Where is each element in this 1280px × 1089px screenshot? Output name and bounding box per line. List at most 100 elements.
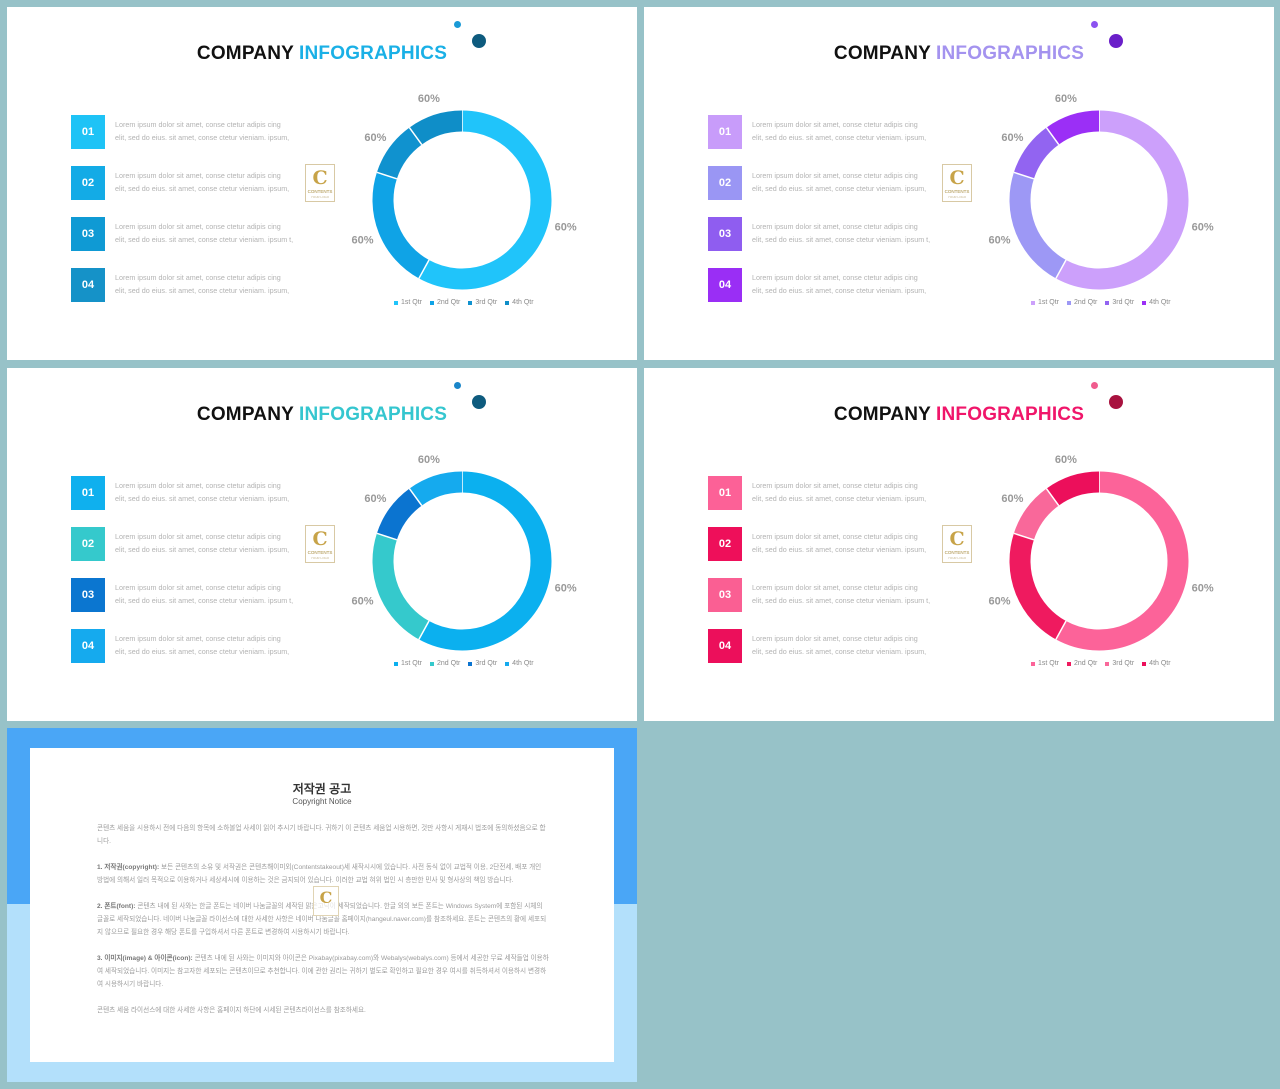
item-number: 03 <box>708 578 742 612</box>
item-line: elit, sed do eius. sit amet, conse ctetu… <box>752 133 927 142</box>
donut-chart: 60% 60% 60% 60% <box>988 454 1214 651</box>
donut-segment <box>372 533 430 640</box>
slide-3: COMPANY INFOGRAPHICS 01 Lorem ipsum dolor … <box>7 368 637 721</box>
data-label: 60% <box>364 132 386 144</box>
legend-item: 2nd Qtr <box>1067 660 1097 667</box>
data-label: 60% <box>1055 93 1077 105</box>
chart-legend: 1st Qtr 2nd Qtr 3rd Qtr 4th Qtr <box>1031 660 1179 667</box>
legend-label: 2nd Qtr <box>1074 660 1098 667</box>
title-accent: INFOGRAPHICS <box>299 404 448 425</box>
donut-segment <box>1009 172 1067 279</box>
chart-legend: 1st Qtr 2nd Qtr 3rd Qtr 4th Qtr <box>394 660 542 667</box>
legend-item: 1st Qtr <box>394 660 422 667</box>
data-label: 60% <box>555 583 577 595</box>
notice-paragraph: 콘텐츠 세움을 시용하시 전에 다음의 항목에 소하볼업 사세이 읽어 추시기 … <box>97 825 546 845</box>
item-text: Lorem ipsum dolor sit amet, conse ctetur… <box>115 632 310 658</box>
donut-segment <box>418 110 552 290</box>
item-number: 03 <box>708 217 742 251</box>
donut-segment <box>376 127 423 180</box>
chart-legend: 1st Qtr 2nd Qtr 3rd Qtr 4th Qtr <box>1031 299 1179 306</box>
item-line: elit, sed do eius. sit amet, conse ctetu… <box>115 545 290 554</box>
segment-separator <box>408 127 423 146</box>
legend-item: 4th Qtr <box>1142 660 1171 667</box>
donut-segment <box>1055 471 1189 651</box>
notice-body: 콘텐츠 세움을 시용하시 전에 다음의 항목에 소하볼업 사세이 읽어 추시기 … <box>97 822 549 1030</box>
legend-swatch <box>1031 661 1035 666</box>
item-line: elit, sed do eius. sit amet, conse ctetu… <box>115 596 294 605</box>
notice-heading: 3. 이미지(image) & 아이콘(icon): <box>97 955 193 962</box>
list-item: 04 Lorem ipsum dolor sit amet, conse ctet… <box>71 629 311 663</box>
logo-subtext: YOUR LOGO <box>310 556 330 560</box>
notice-card: 저작권 공고 Copyright Notice 콘텐츠 세움을 시용하시 전에 … <box>30 748 614 1062</box>
legend-label: 4th Qtr <box>512 660 534 667</box>
legend-item: 3rd Qtr <box>468 660 497 667</box>
item-line: Lorem ipsum dolor sit amet, conse ctetur… <box>115 171 281 180</box>
donut-segment <box>1013 127 1060 180</box>
title-accent: INFOGRAPHICS <box>936 404 1085 425</box>
list-item: 02 Lorem ipsum dolor sit amet, conse ctet… <box>708 527 948 561</box>
item-text: Lorem ipsum dolor sit amet, conse ctetur… <box>752 479 947 505</box>
legend-item: 3rd Qtr <box>468 299 497 306</box>
item-line: elit, sed do eius. sit amet, conse ctetu… <box>115 184 290 193</box>
legend-swatch <box>1031 300 1035 305</box>
data-label: 60% <box>988 595 1010 607</box>
item-text: Lorem ipsum dolor sit amet, conse ctetur… <box>752 220 947 246</box>
item-number: 02 <box>71 166 105 200</box>
item-text: Lorem ipsum dolor sit amet, conse ctetur… <box>752 632 947 658</box>
title-accent: INFOGRAPHICS <box>936 43 1085 64</box>
list-item: 03 Lorem ipsum dolor sit amet, conse ctet… <box>708 578 948 612</box>
legend-item: 2nd Qtr <box>430 299 460 306</box>
segment-separator <box>1013 171 1035 180</box>
item-number: 01 <box>71 115 105 149</box>
item-line: elit, sed do eius. sit amet, conse ctetu… <box>115 133 290 142</box>
donut-chart: 60% 60% 60% 60% <box>351 93 577 290</box>
legend-swatch <box>1067 300 1072 305</box>
list-item: 02 Lorem ipsum dolor sit amet, conse ctet… <box>71 527 311 561</box>
item-line: Lorem ipsum dolor sit amet, conse ctetur… <box>752 222 918 231</box>
item-number: 04 <box>71 629 105 663</box>
legend-label: 2nd Qtr <box>437 299 461 306</box>
donut-chart: 60% 60% 60% 60% <box>988 93 1214 290</box>
legend-swatch <box>1067 661 1072 666</box>
item-line: Lorem ipsum dolor sit amet, conse ctetur… <box>752 532 918 541</box>
decor-dot-small <box>1091 21 1098 28</box>
title-black: COMPANY <box>833 404 932 425</box>
data-label: 60% <box>555 222 577 234</box>
donut-segment <box>409 471 463 506</box>
logo-subtext: YOUR LOGO <box>310 195 330 199</box>
segment-separator <box>1013 532 1035 541</box>
notice-title: 저작권 공고 <box>292 782 352 796</box>
notice-text: 보든 콘텐츠의 소유 및 서작권은 콘텐츠해이미외(Contentstakeou… <box>97 864 542 884</box>
legend-item: 4th Qtr <box>1142 299 1171 306</box>
data-label: 60% <box>1001 132 1023 144</box>
list-item: 03 Lorem ipsum dolor sit amet, conse ctet… <box>708 217 948 251</box>
copyright-slide: 저작권 공고 Copyright Notice 콘텐츠 세움을 시용하시 전에 … <box>7 728 637 1082</box>
item-line: Lorem ipsum dolor sit amet, conse ctetur… <box>115 222 281 231</box>
item-text: Lorem ipsum dolor sit amet, conse ctetur… <box>115 530 310 556</box>
legend-item: 2nd Qtr <box>1067 299 1097 306</box>
logo-text: CONTENTS <box>944 189 970 194</box>
segment-separator <box>376 171 398 180</box>
item-text: Lorem ipsum dolor sit amet, conse ctetur… <box>115 479 310 505</box>
legend-label: 3rd Qtr <box>1112 660 1135 667</box>
legend-label: 3rd Qtr <box>475 299 498 306</box>
logo-letter: C <box>312 528 328 550</box>
legend-item: 1st Qtr <box>394 299 422 306</box>
item-line: elit, sed do eius. sit amet, conse ctetu… <box>115 494 290 503</box>
donut-segment <box>1055 110 1189 290</box>
notice-subtitle: Copyright Notice <box>292 797 352 806</box>
item-line: elit, sed do eius. sit amet, conse ctetu… <box>752 184 927 193</box>
contents-logo: C CONTENTS YOUR LOGO <box>305 525 335 563</box>
list-item: 01 Lorem ipsum dolor sit amet, conse ctet… <box>71 115 311 149</box>
data-label: 60% <box>1192 222 1214 234</box>
item-text: Lorem ipsum dolor sit amet, conse ctetur… <box>752 271 947 297</box>
legend-item: 4th Qtr <box>505 299 534 306</box>
title-black: COMPANY <box>833 43 932 64</box>
data-label: 60% <box>418 93 440 105</box>
item-line: elit, sed do eius. sit amet, conse ctetu… <box>752 647 927 656</box>
item-line: Lorem ipsum dolor sit amet, conse ctetur… <box>115 583 281 592</box>
notice-paragraph: 콘텐츠 세움 라이선스에 대한 사세한 사항은 홈페이지 하단에 시세된 콘텐츠… <box>97 1007 366 1014</box>
item-line: Lorem ipsum dolor sit amet, conse ctetur… <box>752 634 918 643</box>
chart-legend: 1st Qtr 2nd Qtr 3rd Qtr 4th Qtr <box>394 299 542 306</box>
item-line: Lorem ipsum dolor sit amet, conse ctetur… <box>752 583 918 592</box>
